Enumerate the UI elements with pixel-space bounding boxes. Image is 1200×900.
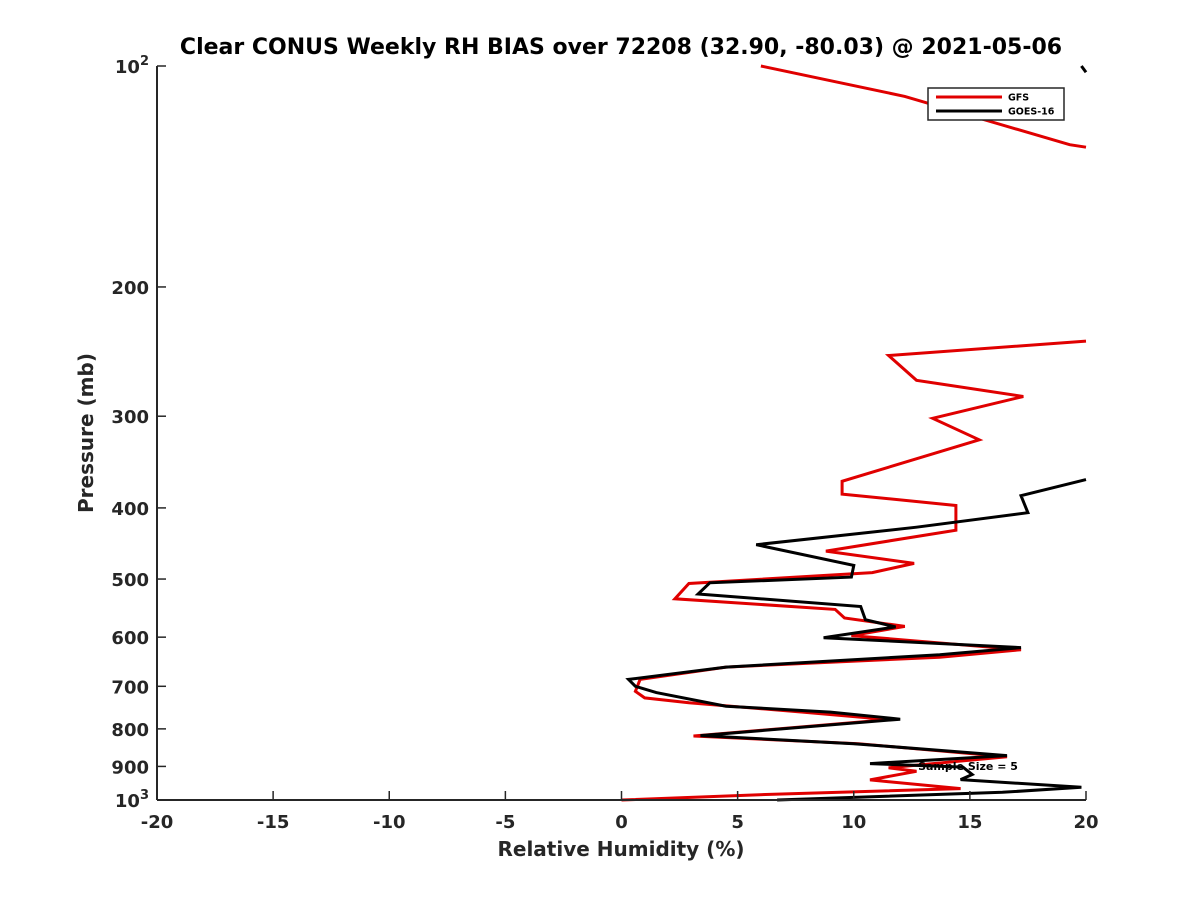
x-tick-label: -15 (257, 812, 290, 833)
x-tick-label: 0 (615, 812, 628, 833)
y-axis-label: Pressure (mb) (74, 353, 98, 513)
legend-label: GOES-16 (1008, 107, 1055, 118)
x-tick-label: 20 (1073, 812, 1098, 833)
x-tick-label: -20 (141, 812, 174, 833)
y-tick-label: 103 (115, 788, 149, 812)
legend: GFS GOES-16 (927, 87, 1065, 121)
y-tick-exponent: 3 (140, 788, 149, 803)
x-ticks: -20 -15 -10 -5 0 5 10 15 20 (141, 791, 1099, 833)
y-tick-label: 700 (111, 677, 149, 698)
y-tick-label: 500 (111, 570, 149, 591)
legend-items: GFS GOES-16 (936, 93, 1055, 118)
y-tick-label: 900 (111, 757, 149, 778)
x-tick-label: 15 (957, 812, 982, 833)
y-tick-base: 10 (115, 791, 140, 812)
series-line (625, 478, 1087, 802)
y-tick-label: 300 (111, 407, 149, 428)
series-gfs (621, 64, 1087, 802)
sample-size-annotation: Sample Size = 5 (918, 760, 1018, 773)
y-tick-exponent: 2 (140, 54, 149, 69)
y-tick-label: 800 (111, 720, 149, 741)
x-axis-label: Relative Humidity (%) (497, 837, 744, 861)
x-tick-label: 5 (731, 812, 744, 833)
plot-lines (621, 64, 1088, 802)
series-line (1080, 65, 1088, 74)
y-tick-label: 600 (111, 628, 149, 649)
legend-label: GFS (1008, 93, 1029, 104)
y-tick-label: 400 (111, 499, 149, 520)
x-tick-label: -10 (373, 812, 406, 833)
series-goes-16 (625, 65, 1088, 802)
legend-box (927, 87, 1065, 121)
x-tick-label: -5 (495, 812, 515, 833)
y-tick-label: 200 (111, 278, 149, 299)
y-tick-label: 102 (115, 54, 149, 78)
x-tick-label: 10 (841, 812, 866, 833)
y-tick-base: 10 (115, 57, 140, 78)
chart-title: Clear CONUS Weekly RH BIAS over 72208 (3… (180, 35, 1062, 60)
